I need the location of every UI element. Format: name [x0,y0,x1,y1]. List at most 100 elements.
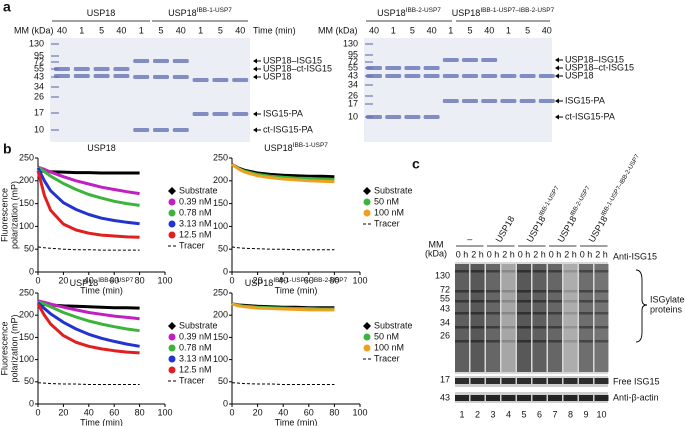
x-tick-label: 100 [157,407,172,417]
panel-label: b [3,141,12,157]
label-main: USP18 [264,143,293,153]
mm-marker: 26 [440,330,450,340]
lane-band [594,326,609,329]
legend-label: 50 nM [374,196,399,206]
gel-band [519,99,536,103]
lane-smear [532,264,547,372]
y-tick-label: 200 [213,310,228,320]
lane-band [532,290,547,293]
group-label: USP18IBB-1-USP7–IBB-2-USP7 [586,153,645,244]
lane-number: 9 [583,409,588,419]
gel-band [500,99,517,103]
legend-symbol [363,344,371,352]
time-label: 0 h [580,249,593,259]
y-axis-label: Fluorescence [0,321,9,375]
band-annotation: USP18–ct-ISG15 [263,63,332,73]
legend-label: Tracer [179,240,205,250]
gel-band [442,99,459,103]
lane-time: 40 [484,25,494,35]
arrow-head [253,111,257,117]
lane-band [548,270,562,273]
label-main: USP18 [377,8,406,18]
legend-symbol [363,187,371,195]
chart-title: USP18IBB-1-USP7 [264,142,328,153]
y-tick-label: 0 [29,266,34,276]
legend-symbol [168,333,176,341]
free-isg15-band [486,378,500,384]
series-line [37,299,140,321]
legend-symbol [168,322,176,330]
y-axis-label: polarization (mP) [9,314,19,382]
y-tick-label: 50 [218,376,228,386]
legend-label: 100 nM [374,342,404,352]
legend-label: 12.5 nM [179,364,212,374]
arrow-head [253,74,257,80]
y-tick-label: 150 [213,332,228,342]
legend-label: Tracer [179,375,205,385]
y-tick-label: 50 [24,244,34,254]
free-isg15-band [455,378,469,384]
band-annotation: ct-ISG15-PA [263,124,313,134]
blot-strip [455,392,608,403]
y-tick-label: 200 [213,175,228,185]
lane-time: 5 [410,25,415,35]
time-label: 0 h [456,249,469,259]
lane-band [486,312,500,315]
label-sup: IBB-1-USP7 [538,185,561,218]
chart-title: USP18IBB-2-USP7 [70,277,134,288]
x-tick-label: 20 [253,407,263,417]
lane-band [548,290,562,293]
legend-symbol [363,333,371,341]
lane-band [594,290,609,293]
y-tick-label: 0 [223,266,228,276]
band-annotation: USP18–ISG15 [263,55,322,65]
time-label: 2 h [595,249,608,259]
legend-label: 0.39 nM [179,331,212,341]
lane-band [455,340,469,343]
lane-band [579,290,593,293]
free-isg15-band [532,378,547,384]
gel-band [192,78,209,82]
mm-marker: 17 [348,98,358,108]
mm-marker: 34 [348,79,358,89]
label-sup: IBB-2-USP7 [569,185,592,218]
mm-marker: 72 [348,56,358,66]
lane-band [470,340,485,343]
x-tick-label: 40 [278,407,288,417]
actin-band [548,395,562,401]
gel-band [423,66,440,70]
mm-marker: 26 [34,91,44,101]
legend-label: Substrate [179,320,218,330]
band-annotation: USP18 [263,71,292,81]
x-tick-label: 0 [229,275,234,285]
legend-label: 12.5 nM [179,229,212,239]
gel-band [232,112,249,116]
legend-symbol [168,209,176,217]
legend-label: 100 nM [374,207,404,217]
legend-label: 3.13 nM [179,353,212,363]
gel-band [232,78,249,82]
gel-band [385,66,402,70]
time-label: 2 h [471,249,484,259]
gel-band [538,99,555,103]
lane-smear [486,264,500,372]
label-sup: IBB-1-USP7–IBB-2-USP7 [480,7,554,14]
label-main: USP18 [525,214,548,244]
time-label: 0 h [549,249,562,259]
y-tick-label: 150 [19,198,34,208]
lane-time: 5 [218,25,223,35]
lane-number: 2 [475,409,480,419]
gel-band [172,128,189,132]
x-tick-label: 40 [84,407,94,417]
mm-marker: 10 [34,124,44,134]
lane-band [594,300,609,303]
gel-band [133,75,150,79]
gel-band [366,115,382,119]
mm-header: MM (kDa) [318,25,358,35]
lane-band [455,326,469,329]
mm-marker: 95 [348,49,358,59]
free-isg15-band [548,378,562,384]
group-label: – [467,234,472,244]
lane-band [517,312,531,315]
lane-band [501,300,516,303]
